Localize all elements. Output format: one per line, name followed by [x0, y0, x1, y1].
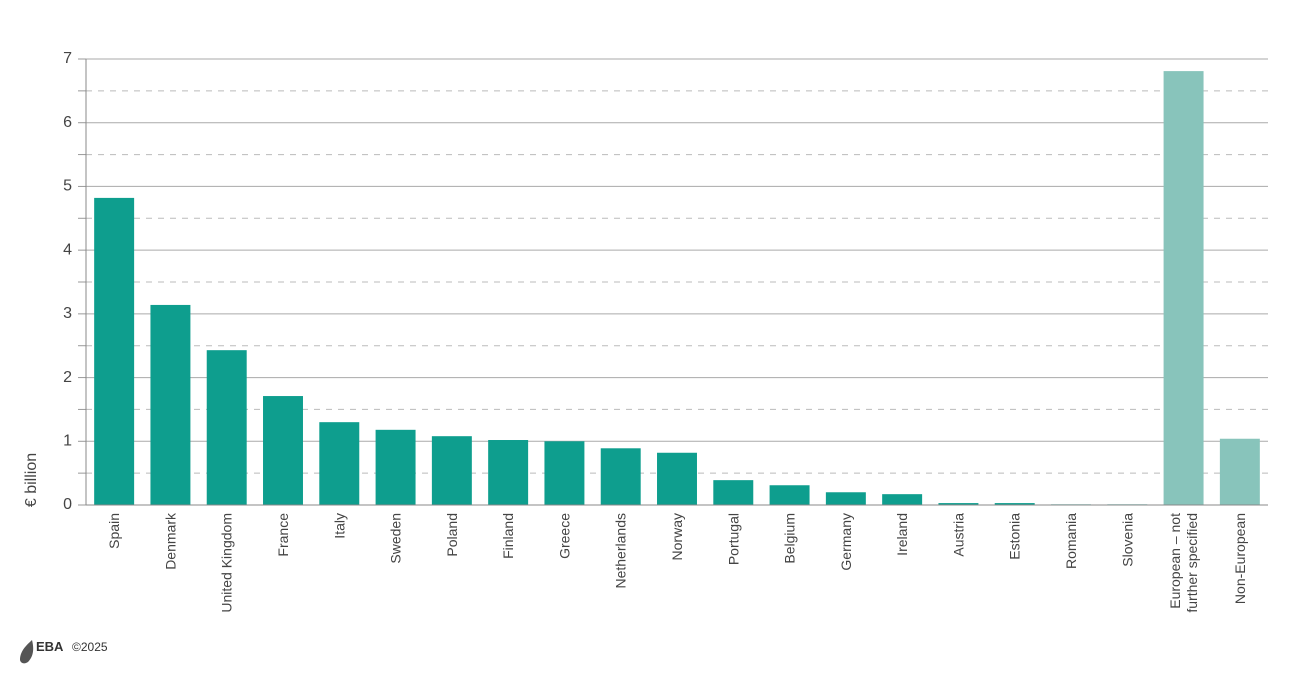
x-tick-label: Greece [556, 513, 572, 559]
x-tick-label: Slovenia [1119, 513, 1135, 567]
x-tick-label: France [275, 513, 291, 557]
bar [263, 396, 303, 505]
y-tick-label: 4 [63, 241, 72, 258]
y-tick-label: 5 [63, 178, 72, 195]
x-tick-label: Spain [106, 513, 122, 549]
bar [600, 448, 641, 505]
x-tick-label: Romania [1063, 513, 1079, 569]
logo-icon [20, 640, 34, 664]
x-tick-label: Sweden [388, 513, 404, 564]
bar [1163, 71, 1204, 505]
bar [1219, 438, 1260, 505]
y-axis-label: € billion [23, 453, 40, 507]
bar [544, 441, 585, 505]
x-tick-label: Poland [444, 513, 460, 557]
x-tick-label: Estonia [1007, 513, 1023, 560]
bar [206, 350, 247, 505]
x-tick-label: Netherlands [613, 513, 629, 589]
y-tick-label: 7 [63, 50, 72, 67]
y-tick-label: 3 [63, 305, 72, 322]
bar [375, 429, 416, 505]
bar [431, 436, 472, 505]
bar [713, 480, 754, 505]
bar [319, 422, 360, 505]
bar [657, 452, 697, 505]
bar [769, 485, 810, 505]
y-tick-label: 1 [63, 433, 72, 450]
y-tick-label: 2 [63, 369, 72, 386]
copyright: ©2025 [72, 640, 108, 654]
x-tick-label: Non-European [1232, 513, 1248, 604]
x-tick-label: United Kingdom [219, 513, 235, 613]
x-tick-label: Norway [669, 513, 685, 560]
x-tick-label: Austria [950, 513, 966, 557]
bar [94, 197, 135, 505]
bar [488, 440, 529, 505]
x-tick-label: Finland [500, 513, 516, 559]
bar [938, 503, 979, 505]
logo: EBA ©2025 [20, 639, 108, 664]
x-tick-label: Germany [838, 513, 854, 571]
x-tick-label: Ireland [894, 513, 910, 556]
y-tick-label: 6 [63, 114, 72, 131]
bar [825, 492, 866, 505]
logo-text: EBA [36, 639, 64, 654]
x-tick-label: Belgium [782, 513, 798, 564]
x-tick-label: Italy [331, 513, 347, 539]
bar [882, 494, 923, 505]
bar [994, 503, 1035, 505]
y-tick-label: 0 [63, 496, 72, 513]
bar [150, 304, 191, 505]
x-tick-label: European – notfurther specified [1167, 513, 1200, 613]
x-tick-label: Portugal [725, 513, 741, 565]
x-tick-label: Denmark [162, 512, 178, 570]
